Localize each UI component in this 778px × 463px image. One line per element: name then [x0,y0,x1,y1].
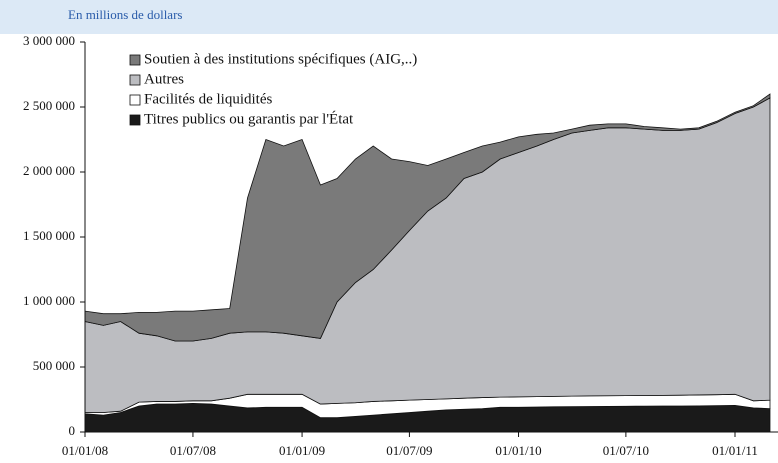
y-tick-label: 2 000 000 [23,163,75,178]
y-tick-label: 3 000 000 [23,33,75,48]
x-tick-label: 01/01/10 [495,443,541,458]
x-tick-label: 01/01/11 [712,443,758,458]
legend-swatch [129,114,141,126]
x-tick-label: 01/01/08 [62,443,108,458]
legend-label: Titres publics ou garantis par l'État [144,110,354,127]
header-band [0,0,778,34]
y-tick-label: 2 500 000 [23,98,75,113]
y-tick-label: 0 [69,423,76,438]
x-tick-label: 01/07/08 [170,443,216,458]
chart-subtitle: En millions de dollars [68,7,182,22]
y-tick-label: 1 500 000 [23,228,75,243]
x-tick-label: 01/01/09 [279,443,325,458]
area [84,93,771,342]
legend-swatch [129,54,141,66]
legend-label: Soutien à des institutions spécifiques (… [144,51,417,67]
area [84,97,771,413]
x-tick-label: 01/07/10 [603,443,649,458]
x-tick-label: 01/07/09 [386,443,432,458]
y-tick-label: 1 000 000 [23,293,75,308]
legend-swatch [129,94,141,106]
legend-swatch [129,74,141,86]
y-tick-label: 500 000 [33,358,75,373]
legend-label: Facilités de liquidités [144,91,272,107]
legend-label: Autres [144,71,184,87]
